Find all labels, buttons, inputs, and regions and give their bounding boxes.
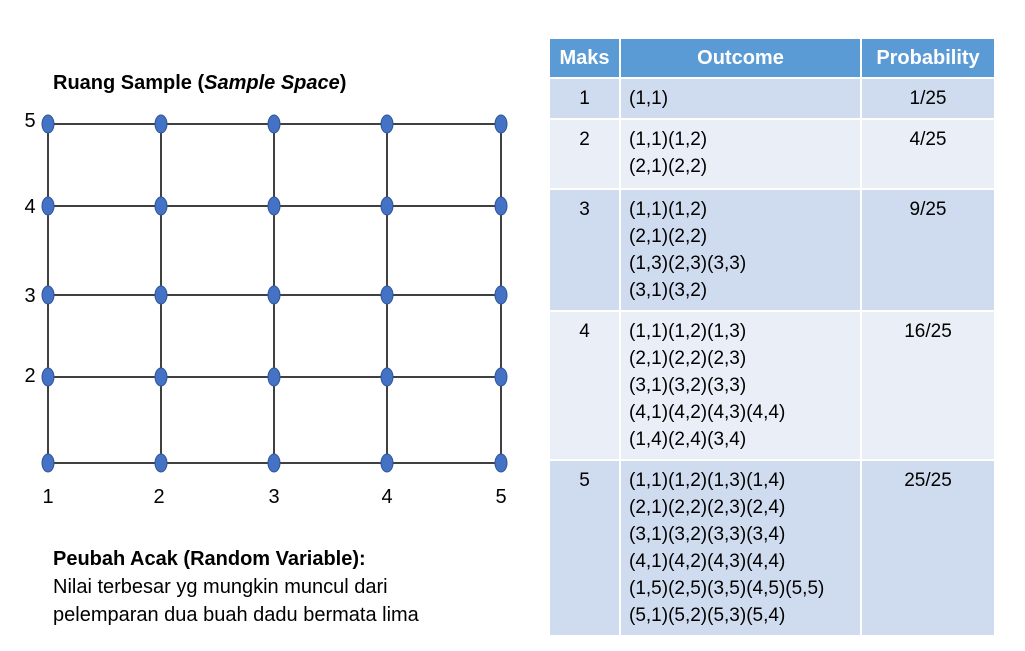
grid-node [154, 285, 168, 305]
probability-cell: 1/25 [860, 77, 996, 120]
outcome-line: (5,1)(5,2)(5,3)(5,4) [629, 605, 786, 626]
table-header-row: Maks Outcome Probability [548, 37, 996, 79]
outcome-line: (3,1)(3,2)(3,3) [629, 375, 747, 396]
grid-node [494, 367, 508, 387]
sample-space-title: Ruang Sample (Sample Space) [53, 72, 347, 94]
table-row: 2 (1,1)(1,2) (2,1)(2,2) 4/25 [548, 118, 996, 190]
max-cell: 3 [548, 188, 621, 312]
table-row: 5 (1,1)(1,2)(1,3)(1,4) (2,1)(2,2)(2,3)(2,4… [548, 459, 996, 637]
outcome-line: (1,4)(2,4)(3,4) [629, 429, 747, 450]
header-max: Maks [548, 37, 621, 79]
outcome-cell: (1,1)(1,2)(1,3) (2,1)(2,2)(2,3) (3,1)(3,2)… [619, 310, 862, 461]
grid-node [267, 114, 281, 134]
outcome-cell: (1,1)(1,2)(1,3)(1,4) (2,1)(2,2)(2,3)(2,4)… [619, 459, 862, 637]
outcome-line: (2,1)(2,2) [629, 156, 708, 177]
grid-node [154, 196, 168, 216]
random-variable-caption: Peubah Acak (Random Variable): Nilai ter… [53, 545, 419, 629]
caption-line-2: pelemparan dua buah dadu bermata lima [53, 604, 419, 626]
grid-node [154, 453, 168, 473]
probability-cell: 16/25 [860, 310, 996, 461]
outcome-line: (1,1)(1,2) [629, 129, 708, 150]
probability-cell: 9/25 [860, 188, 996, 312]
grid-node [267, 196, 281, 216]
grid-node [41, 285, 55, 305]
grid-node [494, 196, 508, 216]
grid-node [267, 453, 281, 473]
grid-node [41, 114, 55, 134]
max-cell: 2 [548, 118, 621, 190]
x-axis-label: 5 [495, 486, 506, 508]
grid-node [380, 453, 394, 473]
outcome-line: (1,1)(1,2)(1,3) [629, 321, 747, 342]
caption-title: Peubah Acak (Random Variable): [53, 548, 366, 570]
outcome-line: (1,3)(2,3)(3,3) [629, 253, 747, 274]
max-cell: 1 [548, 77, 621, 120]
grid-node [494, 285, 508, 305]
grid-node [154, 367, 168, 387]
probability-cell: 25/25 [860, 459, 996, 637]
table-row: 1 (1,1) 1/25 [548, 77, 996, 120]
outcome-line: (4,1)(4,2)(4,3)(4,4) [629, 402, 786, 423]
grid-node [41, 196, 55, 216]
y-axis-label: 2 [24, 365, 35, 387]
caption-line-1: Nilai terbesar yg mungkin muncul dari [53, 576, 388, 598]
header-probability: Probability [860, 37, 996, 79]
grid-node [380, 285, 394, 305]
y-axis-label: 5 [24, 110, 35, 132]
grid-node [380, 196, 394, 216]
outcome-cell: (1,1)(1,2) (2,1)(2,2) (1,3)(2,3)(3,3) (3,1)… [619, 188, 862, 312]
x-axis-label: 4 [381, 486, 392, 508]
sample-space-grid: 1 2 3 4 5 2 3 4 5 [24, 110, 508, 508]
table-row: 4 (1,1)(1,2)(1,3) (2,1)(2,2)(2,3) (3,1)(3,2… [548, 310, 996, 461]
max-cell: 5 [548, 459, 621, 637]
outcome-line: (4,1)(4,2)(4,3)(4,4) [629, 551, 786, 572]
outcome-line: (3,1)(3,2) [629, 280, 708, 301]
probability-table: Maks Outcome Probability 1 (1,1) 1/25 2 (1,1… [548, 37, 996, 637]
max-cell: 4 [548, 310, 621, 461]
outcome-line: (1,1)(1,2)(1,3)(1,4) [629, 470, 786, 491]
grid-node [267, 285, 281, 305]
outcome-line: (1,5)(2,5)(3,5)(4,5)(5,5) [629, 578, 825, 599]
grid-node [267, 367, 281, 387]
outcome-cell: (1,1)(1,2) (2,1)(2,2) [619, 118, 862, 190]
y-axis-label: 4 [24, 196, 35, 218]
grid-node [41, 453, 55, 473]
y-axis-label: 3 [24, 285, 35, 307]
grid-node [154, 114, 168, 134]
grid-node [380, 114, 394, 134]
outcome-line: (1,1) [629, 88, 669, 109]
x-axis-label: 1 [42, 486, 53, 508]
outcome-line: (2,1)(2,2)(2,3)(2,4) [629, 497, 786, 518]
outcome-line: (3,1)(3,2)(3,3)(3,4) [629, 524, 786, 545]
x-axis-label: 2 [153, 486, 164, 508]
probability-cell: 4/25 [860, 118, 996, 190]
outcome-cell: (1,1) [619, 77, 862, 120]
table-row: 3 (1,1)(1,2) (2,1)(2,2) (1,3)(2,3)(3,3) (3,1… [548, 188, 996, 312]
outcome-line: (2,1)(2,2)(2,3) [629, 348, 747, 369]
grid-node [41, 367, 55, 387]
x-axis-label: 3 [268, 486, 279, 508]
grid-node [494, 453, 508, 473]
outcome-line: (2,1)(2,2) [629, 226, 708, 247]
header-outcome: Outcome [619, 37, 862, 79]
grid-node [494, 114, 508, 134]
outcome-line: (1,1)(1,2) [629, 199, 708, 220]
grid-node [380, 367, 394, 387]
